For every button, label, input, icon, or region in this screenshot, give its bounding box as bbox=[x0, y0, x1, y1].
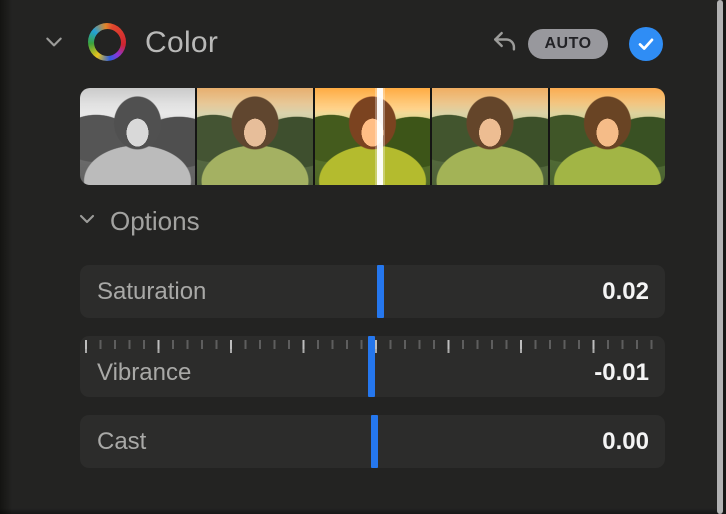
checkmark-icon bbox=[635, 33, 657, 55]
panel-title: Color bbox=[145, 26, 219, 59]
auto-button-label: AUTO bbox=[544, 35, 592, 52]
preview-thumbnail-4[interactable] bbox=[432, 88, 548, 185]
chevron-down-icon[interactable] bbox=[43, 32, 65, 52]
chevron-down-icon[interactable] bbox=[77, 210, 97, 228]
cast-slider[interactable]: Cast 0.00 bbox=[80, 415, 665, 468]
color-wheel-icon bbox=[88, 23, 126, 61]
preview-indicator[interactable] bbox=[377, 88, 384, 185]
panel-right-edge bbox=[723, 0, 726, 514]
cast-slider-thumb[interactable] bbox=[370, 415, 378, 468]
saturation-value: 0.02 bbox=[602, 277, 649, 305]
preview-thumbnail-2[interactable] bbox=[197, 88, 313, 185]
auto-button[interactable]: AUTO bbox=[528, 29, 608, 59]
vibrance-slider-thumb[interactable] bbox=[368, 336, 376, 397]
cast-label: Cast bbox=[97, 427, 147, 455]
vibrance-label: Vibrance bbox=[97, 358, 192, 386]
preview-thumbnail-5[interactable] bbox=[549, 88, 665, 185]
panel-bottom-edge bbox=[0, 508, 726, 514]
panel-left-edge bbox=[0, 0, 12, 514]
saturation-slider-thumb[interactable] bbox=[376, 265, 384, 318]
preview-strip bbox=[80, 88, 665, 185]
vertical-scrollbar[interactable] bbox=[717, 0, 723, 514]
options-label[interactable]: Options bbox=[110, 206, 200, 236]
saturation-slider[interactable]: Saturation 0.02 bbox=[80, 265, 665, 318]
saturation-label: Saturation bbox=[97, 277, 207, 305]
preview-thumbnail-3[interactable] bbox=[314, 88, 431, 185]
vibrance-slider[interactable]: Vibrance -0.01 bbox=[80, 336, 665, 397]
cast-value: 0.00 bbox=[602, 427, 649, 455]
reset-button[interactable] bbox=[490, 29, 518, 57]
adjustment-enabled-checkbox[interactable] bbox=[629, 27, 663, 61]
preview-thumbnail-1[interactable] bbox=[80, 88, 196, 185]
vibrance-value: -0.01 bbox=[594, 358, 649, 386]
